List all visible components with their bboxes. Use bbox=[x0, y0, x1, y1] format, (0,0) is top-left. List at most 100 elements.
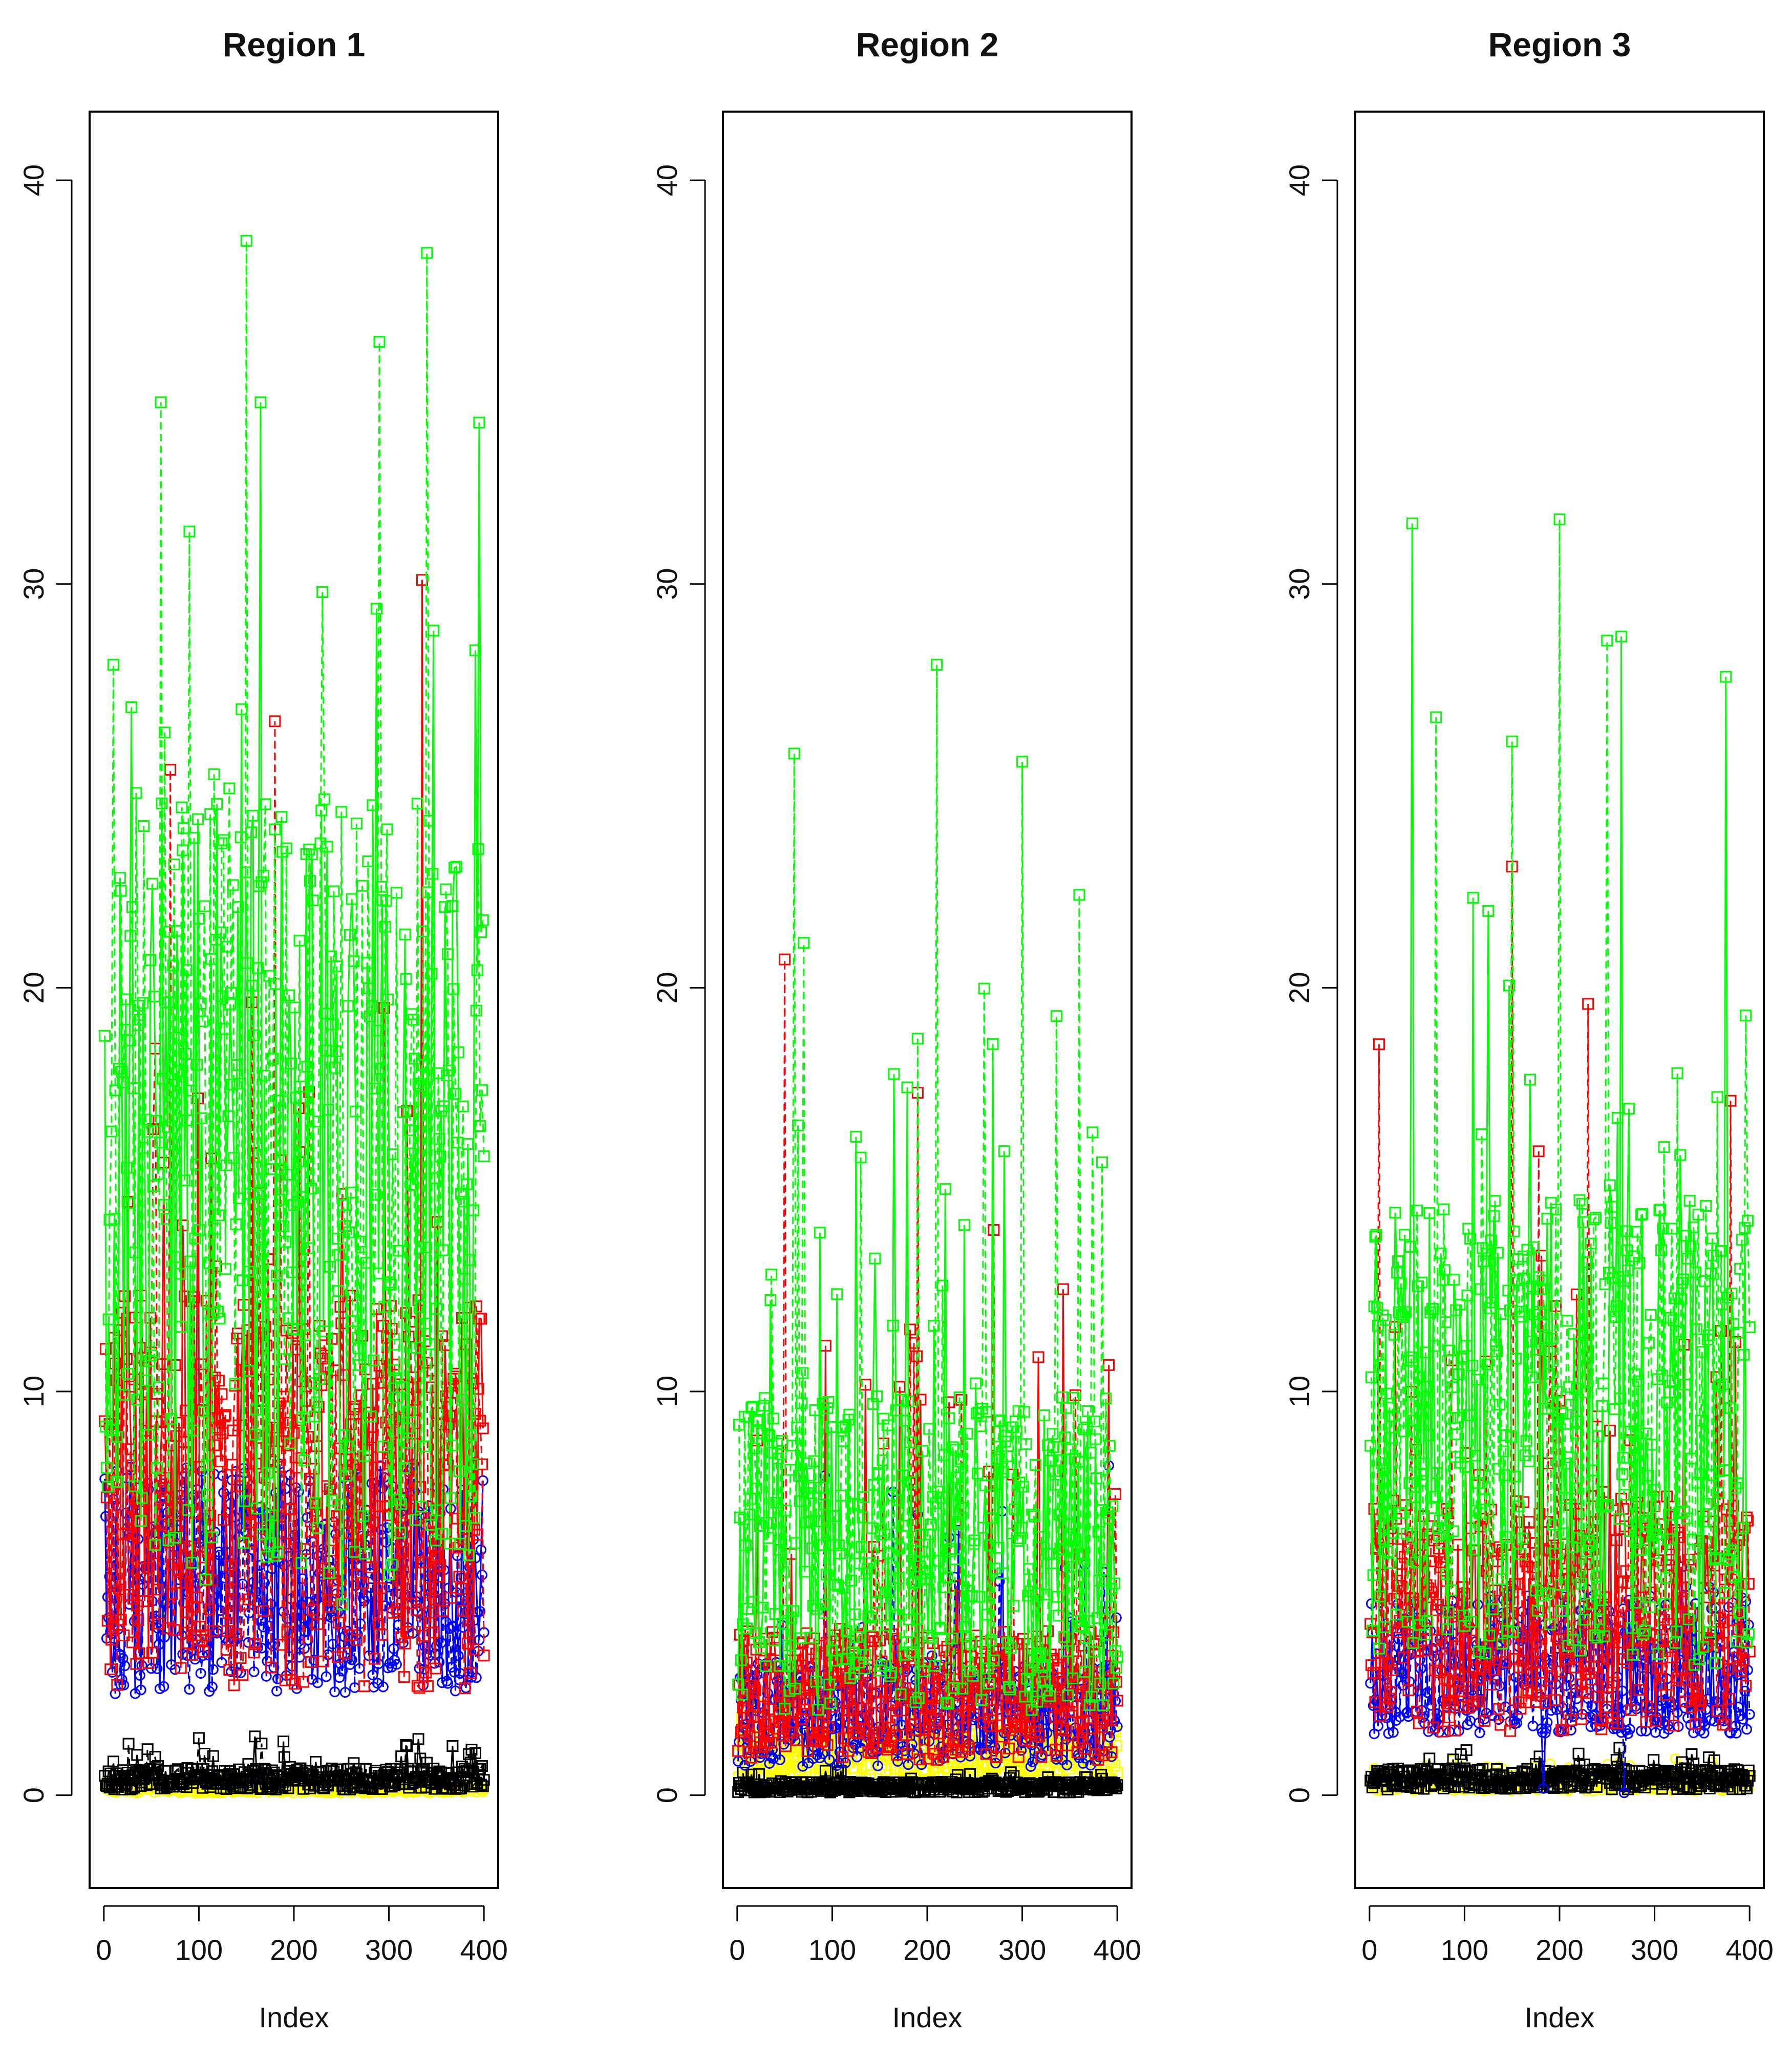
data-point bbox=[206, 1681, 218, 1693]
data-point bbox=[258, 1621, 269, 1633]
x-tick-label: 0 bbox=[96, 1934, 112, 1966]
data-point bbox=[193, 1732, 205, 1744]
data-point bbox=[412, 1733, 424, 1745]
data-point bbox=[141, 1743, 154, 1755]
data-point bbox=[154, 1639, 164, 1650]
data-point bbox=[131, 1599, 143, 1612]
data-point bbox=[120, 1527, 132, 1539]
panel-title: Region 2 bbox=[856, 26, 999, 63]
x-axis-label: Index bbox=[892, 2001, 963, 2033]
x-tick-label: 0 bbox=[729, 1934, 745, 1966]
data-point bbox=[289, 1529, 301, 1540]
data-point bbox=[100, 1511, 111, 1522]
panel-title: Region 1 bbox=[223, 26, 366, 63]
y-tick-label: 0 bbox=[651, 1787, 683, 1803]
x-tick-label: 300 bbox=[365, 1934, 413, 1966]
data-point bbox=[130, 1764, 142, 1776]
data-point bbox=[377, 1681, 389, 1693]
data-point bbox=[126, 1636, 138, 1648]
data-point bbox=[119, 1660, 131, 1672]
data-point bbox=[124, 1443, 137, 1455]
data-point bbox=[159, 1492, 171, 1504]
data-point bbox=[134, 1670, 145, 1681]
data-point bbox=[393, 1619, 404, 1631]
data-point bbox=[118, 1629, 130, 1641]
data-point bbox=[125, 1459, 138, 1471]
x-tick-label: 300 bbox=[998, 1934, 1046, 1966]
data-point bbox=[248, 1666, 260, 1677]
data-point bbox=[255, 1738, 268, 1750]
data-point bbox=[111, 1679, 123, 1691]
data-point bbox=[334, 1672, 345, 1683]
data-point bbox=[141, 1561, 154, 1574]
data-point bbox=[246, 1544, 258, 1555]
y-tick-label: 20 bbox=[17, 972, 50, 1003]
data-point bbox=[117, 1528, 129, 1540]
x-tick-label: 100 bbox=[175, 1934, 223, 1966]
data-point bbox=[237, 1578, 248, 1590]
data-point bbox=[337, 1665, 348, 1677]
x-axis-label: Index bbox=[259, 2001, 329, 2033]
data-point bbox=[157, 1358, 169, 1370]
data-point bbox=[130, 1688, 141, 1699]
data-point bbox=[266, 1563, 278, 1574]
data-point bbox=[321, 1671, 332, 1682]
data-point bbox=[414, 1752, 426, 1765]
data-point bbox=[346, 1654, 357, 1665]
data-point bbox=[107, 1755, 119, 1768]
data-point bbox=[447, 1620, 458, 1632]
data-point bbox=[327, 1639, 338, 1650]
data-point bbox=[118, 1680, 130, 1690]
data-point bbox=[445, 1503, 456, 1514]
data-point bbox=[149, 1751, 161, 1763]
x-tick-label: 400 bbox=[460, 1934, 507, 1966]
data-point bbox=[110, 1688, 121, 1699]
data-point bbox=[251, 1597, 263, 1608]
data-point bbox=[278, 1736, 290, 1748]
data-point bbox=[344, 1643, 355, 1655]
data-point bbox=[449, 1666, 460, 1678]
data-point bbox=[158, 1681, 169, 1692]
y-tick-label: 20 bbox=[651, 972, 683, 1003]
data-point bbox=[478, 1774, 490, 1786]
data-point bbox=[199, 1748, 211, 1760]
data-point bbox=[354, 1663, 365, 1674]
data-point bbox=[380, 1537, 392, 1548]
data-point bbox=[256, 1642, 267, 1654]
y-tick-label: 10 bbox=[651, 1376, 683, 1407]
data-point bbox=[476, 1760, 488, 1772]
data-point bbox=[126, 1783, 138, 1795]
data-point bbox=[210, 1583, 222, 1594]
data-point bbox=[446, 1740, 459, 1752]
data-point bbox=[372, 1678, 383, 1689]
data-point bbox=[402, 1763, 414, 1775]
data-point bbox=[470, 1747, 481, 1759]
plot-area bbox=[99, 234, 490, 1798]
y-tick-label: 0 bbox=[17, 1787, 50, 1803]
y-tick-label: 10 bbox=[17, 1376, 50, 1407]
panel-title: Region 3 bbox=[1488, 26, 1631, 63]
data-point bbox=[442, 1678, 454, 1689]
data-point bbox=[268, 1766, 280, 1779]
data-point bbox=[477, 1570, 487, 1580]
data-point bbox=[264, 1620, 275, 1632]
data-point bbox=[391, 1659, 402, 1670]
data-point bbox=[115, 1614, 127, 1626]
y-tick-label: 40 bbox=[651, 164, 683, 196]
data-point bbox=[117, 1653, 129, 1664]
data-point bbox=[160, 1472, 173, 1484]
data-point bbox=[207, 1750, 219, 1762]
y-tick-label: 30 bbox=[17, 568, 50, 600]
data-point bbox=[376, 1524, 387, 1535]
data-point bbox=[476, 1544, 487, 1555]
data-point bbox=[312, 1677, 323, 1688]
x-tick-label: 400 bbox=[1093, 1934, 1141, 1966]
data-point bbox=[104, 1663, 117, 1676]
data-point bbox=[401, 1740, 413, 1752]
data-point bbox=[160, 1485, 172, 1497]
data-point bbox=[148, 1547, 160, 1559]
data-point bbox=[271, 1685, 283, 1697]
data-point bbox=[122, 1738, 135, 1750]
